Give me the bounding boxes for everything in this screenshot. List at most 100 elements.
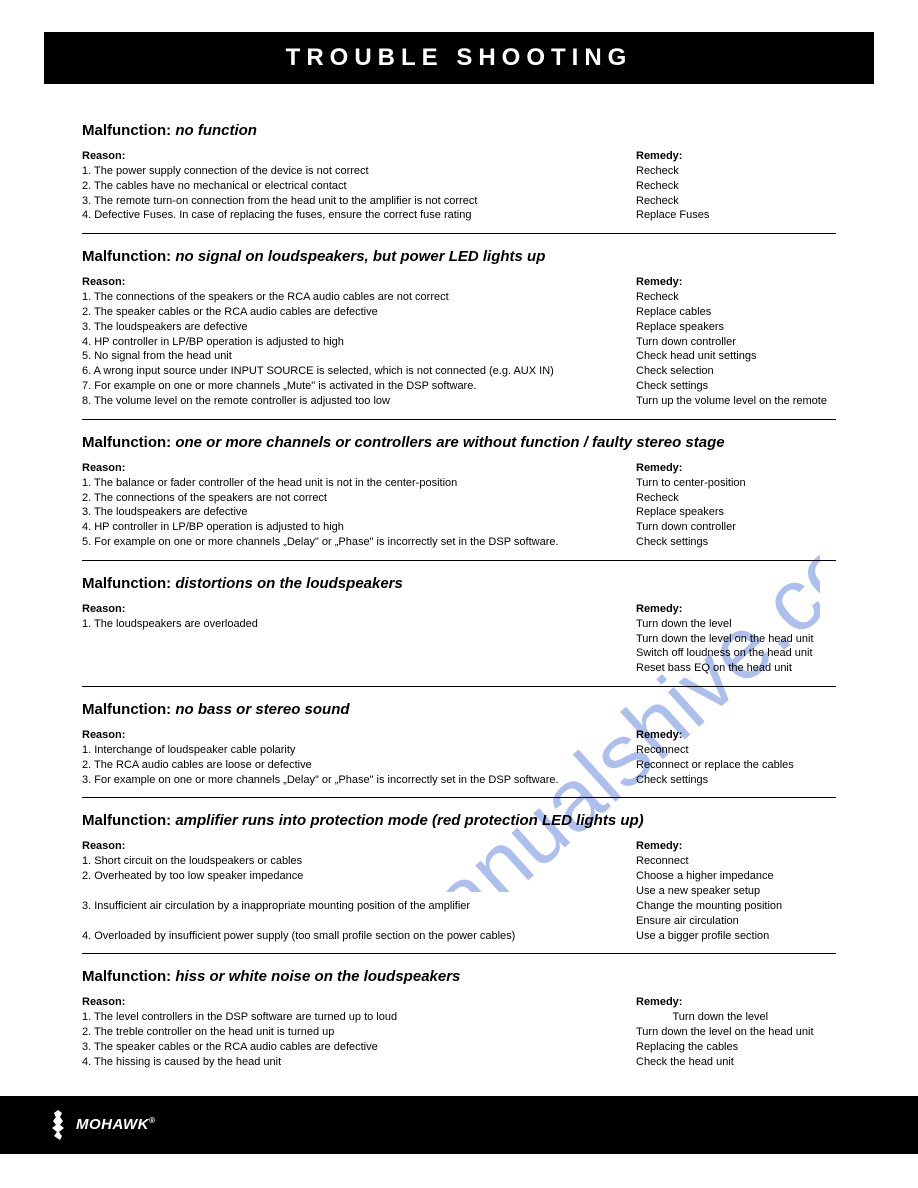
malfunction-section: Malfunction: no functionReason:Remedy:1.… (82, 122, 836, 223)
malfunction-name: hiss or white noise on the loudspeakers (175, 968, 460, 985)
trouble-row: 3. The speaker cables or the RCA audio c… (82, 1040, 836, 1055)
content-area: Malfunction: no functionReason:Remedy:1.… (44, 122, 874, 1070)
reason-cell: 5. No signal from the head unit (82, 349, 636, 364)
reason-cell: 7. For example on one or more channels „… (82, 379, 636, 394)
remedy-header: Remedy: (636, 839, 836, 854)
brand-logo: MOHAWK® (44, 1108, 155, 1142)
trouble-row: 4. Defective Fuses. In case of replacing… (82, 208, 836, 223)
reason-header: Reason: (82, 275, 636, 290)
reason-cell (82, 646, 636, 661)
malfunction-prefix: Malfunction: (82, 812, 175, 829)
trouble-row: 1. The loudspeakers are overloadedTurn d… (82, 617, 836, 632)
remedy-header: Remedy: (636, 995, 836, 1010)
trouble-row: 4. Overloaded by insufficient power supp… (82, 929, 836, 944)
remedy-cell: Turn to center-position (636, 476, 836, 491)
remedy-cell: Reconnect (636, 854, 836, 869)
reason-cell: 1. The power supply connection of the de… (82, 164, 636, 179)
trouble-row: 3. The loudspeakers are defectiveReplace… (82, 320, 836, 335)
column-headers: Reason:Remedy: (82, 461, 836, 476)
malfunction-name: no signal on loudspeakers, but power LED… (175, 248, 545, 265)
reason-cell: 1. Short circuit on the loudspeakers or … (82, 854, 636, 869)
malfunction-section: Malfunction: amplifier runs into protect… (82, 812, 836, 943)
remedy-cell: Recheck (636, 194, 836, 209)
reason-cell (82, 914, 636, 929)
reason-cell: 2. The cables have no mechanical or elec… (82, 179, 636, 194)
remedy-cell: Switch off loudness on the head unit (636, 646, 836, 661)
trouble-row: 3. The loudspeakers are defectiveReplace… (82, 505, 836, 520)
reason-cell: 1. The connections of the speakers or th… (82, 290, 636, 305)
reason-cell: 3. The loudspeakers are defective (82, 320, 636, 335)
reason-cell: 3. The loudspeakers are defective (82, 505, 636, 520)
reason-cell: 2. The speaker cables or the RCA audio c… (82, 305, 636, 320)
trouble-row: Ensure air circulation (82, 914, 836, 929)
reason-cell: 3. The remote turn-on connection from th… (82, 194, 636, 209)
remedy-cell: Use a new speaker setup (636, 884, 836, 899)
trouble-row: 2. The treble controller on the head uni… (82, 1025, 836, 1040)
malfunction-name: one or more channels or controllers are … (175, 434, 724, 451)
trouble-row: 4. The hissing is caused by the head uni… (82, 1055, 836, 1070)
trouble-row: 7. For example on one or more channels „… (82, 379, 836, 394)
remedy-cell: Recheck (636, 491, 836, 506)
reason-cell: 6. A wrong input source under INPUT SOUR… (82, 364, 636, 379)
section-divider (82, 686, 836, 687)
section-title: Malfunction: no bass or stereo sound (82, 701, 836, 718)
reason-cell: 3. The speaker cables or the RCA audio c… (82, 1040, 636, 1055)
remedy-cell: Turn down controller (636, 520, 836, 535)
remedy-cell: Turn down controller (636, 335, 836, 350)
trouble-row: 5. For example on one or more channels „… (82, 535, 836, 550)
reason-cell: 2. The RCA audio cables are loose or def… (82, 758, 636, 773)
trouble-row: 2. Overheated by too low speaker impedan… (82, 869, 836, 884)
remedy-cell: Check selection (636, 364, 836, 379)
section-title: Malfunction: no signal on loudspeakers, … (82, 248, 836, 265)
trouble-row: 1. The power supply connection of the de… (82, 164, 836, 179)
trouble-row: 3. The remote turn-on connection from th… (82, 194, 836, 209)
remedy-cell: Ensure air circulation (636, 914, 836, 929)
malfunction-section: Malfunction: no bass or stereo soundReas… (82, 701, 836, 787)
reason-header: Reason: (82, 602, 636, 617)
section-divider (82, 419, 836, 420)
trouble-row: 4. HP controller in LP/BP operation is a… (82, 335, 836, 350)
malfunction-name: amplifier runs into protection mode (red… (175, 812, 643, 829)
remedy-cell: Turn down the level (636, 617, 836, 632)
remedy-cell: Check settings (636, 535, 836, 550)
reason-header: Reason: (82, 839, 636, 854)
reason-cell: 4. HP controller in LP/BP operation is a… (82, 520, 636, 535)
reason-header: Reason: (82, 461, 636, 476)
malfunction-section: Malfunction: no signal on loudspeakers, … (82, 248, 836, 409)
trouble-row: Reset bass EQ on the head unit (82, 661, 836, 676)
remedy-cell: Recheck (636, 164, 836, 179)
malfunction-prefix: Malfunction: (82, 968, 175, 985)
column-headers: Reason:Remedy: (82, 275, 836, 290)
malfunction-prefix: Malfunction: (82, 248, 175, 265)
reason-cell: 1. The loudspeakers are overloaded (82, 617, 636, 632)
remedy-cell: Check the head unit (636, 1055, 836, 1070)
malfunction-prefix: Malfunction: (82, 434, 175, 451)
remedy-cell: Turn down the level on the head unit (636, 1025, 836, 1040)
reason-cell: 8. The volume level on the remote contro… (82, 394, 636, 409)
remedy-cell: Replace Fuses (636, 208, 836, 223)
remedy-header: Remedy: (636, 149, 836, 164)
reason-cell: 4. Defective Fuses. In case of replacing… (82, 208, 636, 223)
remedy-header: Remedy: (636, 602, 836, 617)
section-divider (82, 797, 836, 798)
trouble-row: 1. The balance or fader controller of th… (82, 476, 836, 491)
section-title: Malfunction: one or more channels or con… (82, 434, 836, 451)
malfunction-name: no bass or stereo sound (175, 701, 349, 718)
remedy-cell: Turn down the level (636, 1010, 836, 1025)
trouble-row: 2. The cables have no mechanical or elec… (82, 179, 836, 194)
malfunction-section: Malfunction: hiss or white noise on the … (82, 968, 836, 1069)
trouble-row: 6. A wrong input source under INPUT SOUR… (82, 364, 836, 379)
page-title: TROUBLE SHOOTING (286, 44, 633, 71)
trouble-row: 1. The connections of the speakers or th… (82, 290, 836, 305)
reason-cell: 4. The hissing is caused by the head uni… (82, 1055, 636, 1070)
trouble-row: Switch off loudness on the head unit (82, 646, 836, 661)
reason-cell: 1. Interchange of loudspeaker cable pola… (82, 743, 636, 758)
malfunction-section: Malfunction: distortions on the loudspea… (82, 575, 836, 676)
remedy-header: Remedy: (636, 461, 836, 476)
reason-cell: 2. Overheated by too low speaker impedan… (82, 869, 636, 884)
section-title: Malfunction: hiss or white noise on the … (82, 968, 836, 985)
reason-header: Reason: (82, 149, 636, 164)
remedy-cell: Reset bass EQ on the head unit (636, 661, 836, 676)
reason-cell: 1. The level controllers in the DSP soft… (82, 1010, 636, 1025)
malfunction-name: no function (175, 122, 257, 139)
